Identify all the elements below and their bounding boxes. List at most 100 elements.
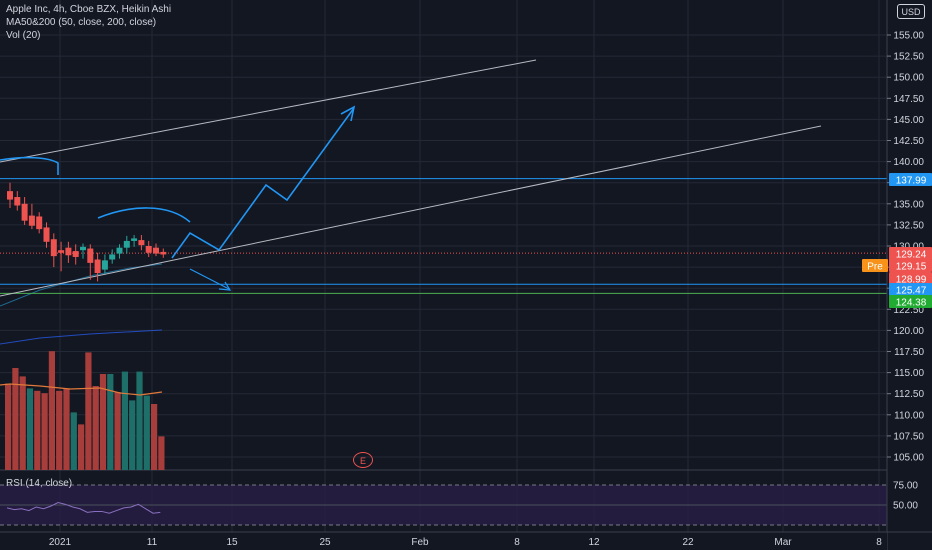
volume-bar [56,390,63,470]
price-tick-label: 112.50 [894,389,924,400]
volume-bar [26,388,34,470]
price-tag-red: 128.99 [889,272,932,286]
candle-body [65,247,72,256]
price-tag-label: 128.99 [896,275,927,286]
candle-body [7,191,13,200]
volume-bar [158,436,165,470]
price-tag-green: 124.38 [889,295,932,309]
candle-body [131,238,138,241]
trendline-lower [0,125,822,297]
volume-bar [129,400,136,470]
candle-body [116,247,123,254]
volume-bar [12,368,19,470]
drawing-projection-path [171,107,355,259]
volume-bar [151,404,158,470]
legend-symbol[interactable]: Apple Inc, 4h, Cboe BZX, Heikin Ashi [6,4,172,15]
volume-bar [114,392,121,470]
price-tick-label: 135.00 [893,199,924,210]
price-tick-label: 147.50 [893,94,924,105]
price-tag-blue: 125.47 [889,283,932,297]
price-tag-box [889,247,932,260]
drawing-arrowhead-up [340,105,356,122]
legend-volume[interactable]: Vol (20) [6,30,41,41]
rsi-line [6,502,161,514]
time-tick-label: 15 [226,537,238,548]
drawing-arrow-down [189,268,230,290]
price-tick-label: 142.50 [893,136,924,147]
candle-body [14,197,21,206]
time-tick-label: 2021 [49,537,72,548]
candle-body [101,260,108,270]
price-tag-box [889,173,932,186]
candle-body [109,254,116,260]
time-tick-label: 11 [147,537,158,548]
price-tag-label: 129.15 [896,262,927,273]
price-tick-label: 105.00 [893,453,924,464]
candle-body [87,248,94,263]
time-tick-label: 12 [588,537,600,548]
price-tick-label: 155.00 [893,31,924,42]
price-tick-label: 115.00 [894,368,924,379]
volume-bar [34,390,41,470]
price-tick-label: 110.00 [894,410,924,421]
volume-bar [143,395,150,470]
volume-bar [70,412,77,470]
pre-market-badge [862,259,888,272]
rsi-tick-label: 50.00 [893,501,918,512]
drawing-arrowhead-down [218,281,232,291]
candle-body [28,215,35,226]
volume-bar [92,386,99,470]
price-tick-label: 140.00 [893,157,924,168]
price-tag-label: 129.24 [896,250,927,261]
volume-bar [107,374,114,470]
price-tag-red: 129.24 [889,247,932,261]
candle-body [58,250,65,253]
candle-body [138,240,145,246]
volume-bar [121,371,128,470]
time-tick-label: Feb [411,537,429,548]
rsi-tick-label: 75.00 [893,481,918,492]
volume-bar [19,376,26,470]
price-tag-label: 125.47 [896,286,927,297]
price-tag-box [889,259,932,272]
price-tag-label: 137.99 [896,176,927,187]
volume-bar [78,424,85,470]
price-tick-label: 120.00 [893,326,924,337]
volume-bar [63,388,70,470]
volume-bar [41,393,48,470]
price-tick-label: 132.50 [893,220,924,231]
price-tick-label: 117.50 [894,347,924,358]
candle-body [123,240,130,248]
volume-bar [136,371,143,470]
volume-ma-line [0,383,163,396]
legend-ma[interactable]: MA50&200 (50, close, 200, close) [6,17,157,28]
candle-body [50,239,57,257]
price-tick-label: 152.50 [893,52,924,63]
time-tick-label: 25 [319,537,331,548]
currency-button[interactable]: USD [897,4,925,19]
candle-body [94,259,101,274]
time-tick-label: 8 [876,537,882,548]
price-tick-label: 107.50 [893,431,924,442]
time-tick-label: 22 [682,537,694,548]
candle-body [160,251,167,255]
volume-bar [48,351,55,470]
candle-body [36,216,43,230]
price-tag-box [889,295,932,308]
time-tick-label: Mar [774,537,792,548]
volume-bar [5,383,12,470]
candle-body [145,246,152,253]
price-tick-label: 122.50 [893,305,924,316]
price-tag-label: 124.38 [896,298,927,309]
legend-rsi[interactable]: RSI (14, close) [6,478,73,489]
candle-body [21,203,28,221]
ma200-line [0,329,163,345]
pre-market-label: Pre [867,262,883,273]
drawing-arc-mid [97,207,191,223]
candle-body [80,246,86,251]
earnings-badge[interactable]: E [353,452,373,468]
candle-body [43,227,50,242]
candle-body [72,251,79,257]
price-tag-pre: 129.15 Pre [862,259,932,273]
